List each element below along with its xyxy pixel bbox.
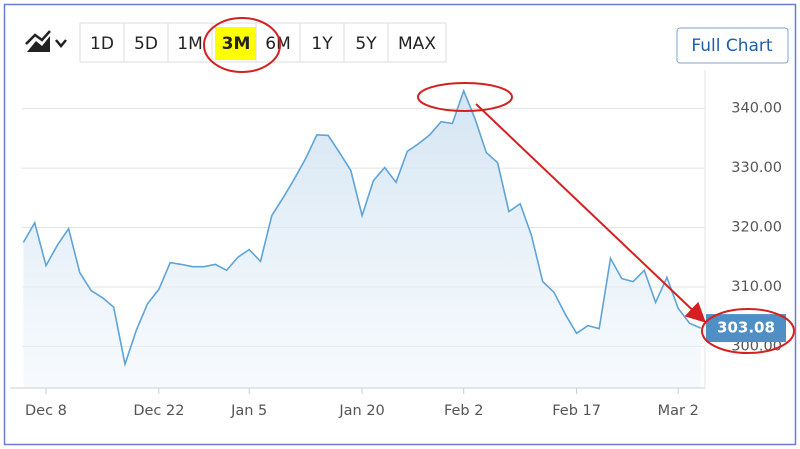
peak-circle — [417, 82, 513, 112]
full-chart-button[interactable]: Full Chart — [676, 27, 789, 64]
area-fill — [23, 90, 701, 389]
highlight-circle — [203, 17, 281, 73]
chart-type-icon[interactable] — [25, 30, 67, 52]
x-tick-label: Feb 2 — [444, 403, 484, 419]
range-button[interactable]: 5Y — [343, 22, 389, 63]
range-label[interactable]: 1M — [177, 34, 202, 54]
y-tick-label: 310.00 — [731, 279, 782, 295]
x-tick-label: Jan 5 — [230, 403, 267, 419]
button-box[interactable] — [79, 22, 125, 63]
x-tick-label: Dec 8 — [25, 403, 67, 419]
x-tick-label: Dec 22 — [133, 403, 184, 419]
range-label[interactable]: 6M — [265, 34, 290, 54]
y-tick-label: 330.00 — [731, 160, 782, 176]
price-label: 303.08 — [717, 319, 775, 337]
button-box[interactable] — [299, 22, 345, 63]
price-circle — [701, 308, 795, 354]
range-button[interactable]: 1M — [167, 22, 213, 63]
range-button[interactable]: 3M — [211, 22, 257, 63]
button-box[interactable] — [123, 22, 169, 63]
button-box[interactable] — [343, 22, 389, 63]
y-tick-label: 320.00 — [731, 220, 782, 236]
range-label[interactable]: 1Y — [311, 34, 333, 54]
range-label[interactable]: 5D — [134, 34, 158, 54]
range-button[interactable]: 6M — [255, 22, 301, 63]
x-tick-label: Feb 17 — [552, 403, 601, 419]
x-tick-label: Jan 20 — [338, 403, 384, 419]
range-button[interactable]: 5D — [123, 22, 169, 63]
range-label[interactable]: 5Y — [355, 34, 377, 54]
x-tick-label: Mar 2 — [658, 403, 699, 419]
range-label[interactable]: 1D — [90, 34, 114, 54]
button-box[interactable] — [676, 27, 789, 64]
range-button[interactable]: 1D — [79, 22, 125, 63]
button-box[interactable] — [387, 22, 447, 63]
button-label[interactable]: Full Chart — [691, 36, 773, 56]
selected-highlight — [215, 27, 257, 60]
annotations — [203, 17, 795, 354]
y-tick-label: 340.00 — [731, 101, 782, 117]
range-label[interactable]: MAX — [398, 34, 436, 54]
price-badge — [706, 314, 786, 343]
price-line — [22, 88, 702, 368]
range-label[interactable]: 3M — [222, 34, 251, 54]
range-button[interactable]: MAX — [387, 22, 447, 63]
arrow — [475, 103, 706, 323]
range-button[interactable]: 1Y — [299, 22, 345, 63]
